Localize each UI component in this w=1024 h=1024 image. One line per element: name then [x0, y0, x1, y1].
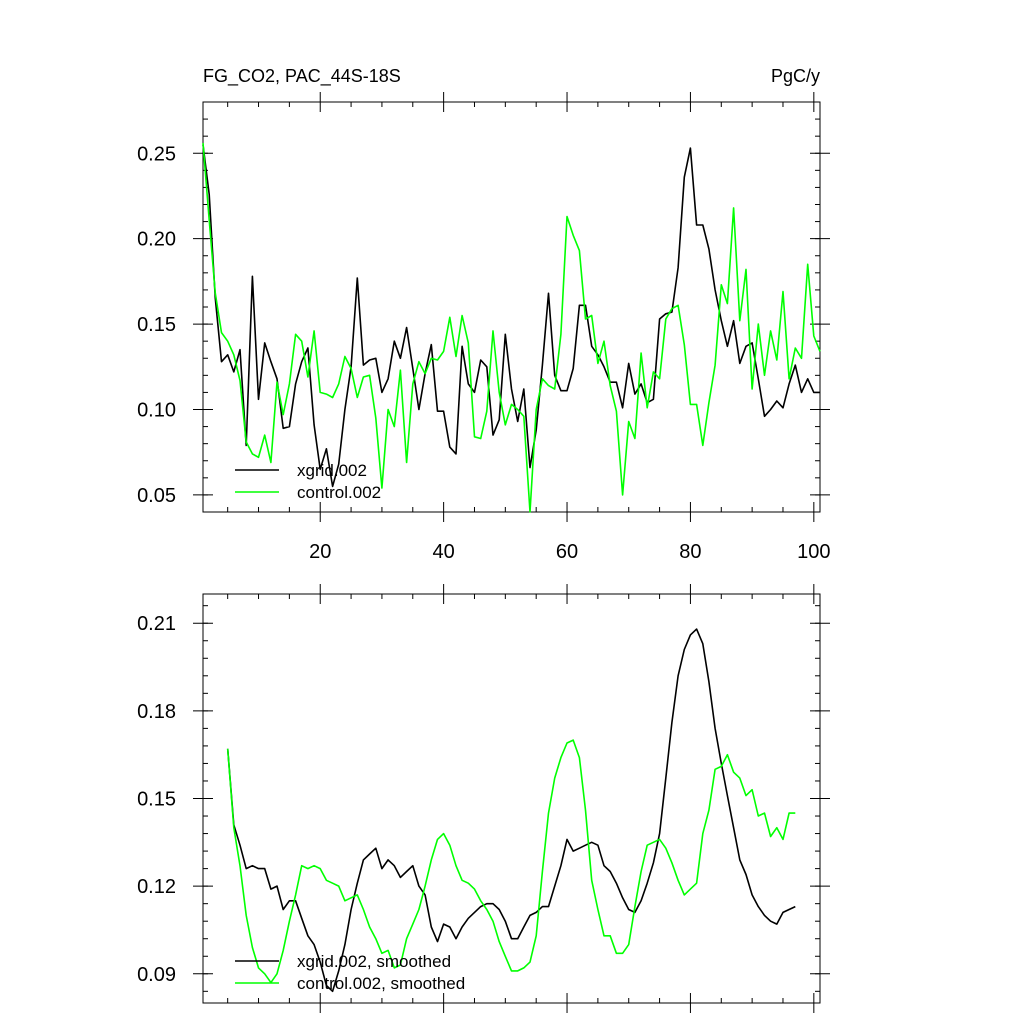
legend-label: control.002: [297, 483, 381, 502]
x-tick-label: 100: [797, 541, 830, 563]
y-tick-label: 0.20: [137, 229, 176, 251]
y-tick-label: 0.09: [137, 964, 176, 986]
y-tick-label: 0.18: [137, 701, 176, 723]
series-line: [226, 739, 796, 984]
chart-title: FG_CO2, PAC_44S-18S: [203, 66, 401, 87]
series-line: [202, 142, 821, 513]
y-tick-label: 0.21: [137, 613, 176, 635]
x-tick-label: 60: [556, 541, 578, 563]
x-tick-label: 80: [679, 541, 701, 563]
series-line: [202, 144, 820, 488]
x-tick-label: 40: [433, 541, 455, 563]
series-line: [226, 628, 796, 993]
y-tick-label: 0.05: [137, 485, 176, 507]
legend-label: control.002, smoothed: [297, 974, 465, 993]
plot-frame: [202, 101, 821, 513]
chart-units: PgC/y: [771, 66, 820, 86]
x-tick-label: 20: [309, 541, 331, 563]
legend-label: xgrid.002: [297, 461, 367, 480]
y-tick-label: 0.15: [137, 314, 176, 336]
y-tick-label: 0.10: [137, 400, 176, 422]
y-tick-label: 0.25: [137, 143, 176, 165]
bottom-panel: 0.09 0.12 0.15 0.18 0.21 xgrid.002, smoothed c…: [137, 584, 830, 1013]
top-panel: 20 40 60 80 100 0.05 0.10 0.15 0.20 0.25 xgrid.002…: [137, 92, 831, 563]
legend-label: xgrid.002, smoothed: [297, 952, 451, 971]
y-tick-label: 0.15: [137, 789, 176, 811]
y-tick-label: 0.12: [137, 876, 176, 898]
